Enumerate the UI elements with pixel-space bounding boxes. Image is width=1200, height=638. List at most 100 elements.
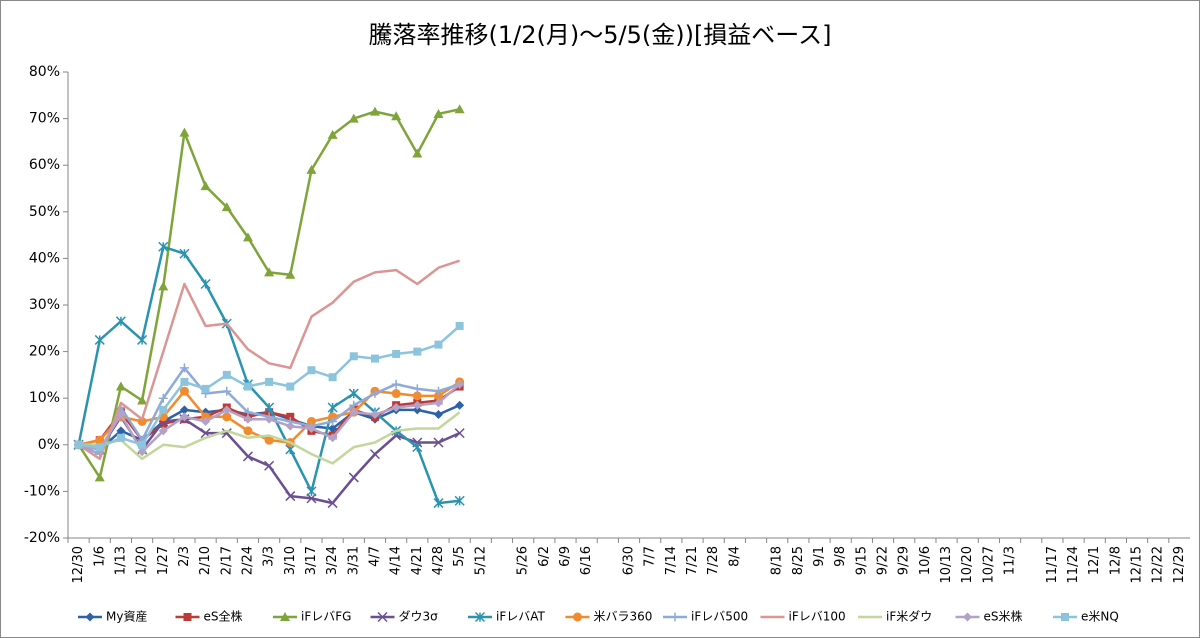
marker xyxy=(328,433,338,443)
marker xyxy=(243,382,252,391)
marker xyxy=(265,377,274,386)
marker xyxy=(433,398,443,408)
marker xyxy=(434,340,443,349)
legend-label: eS米株 xyxy=(984,609,1023,624)
marker xyxy=(307,366,316,375)
series-line xyxy=(78,411,461,465)
legend-label: eS全株 xyxy=(204,609,243,624)
marker xyxy=(413,347,422,356)
marker xyxy=(391,379,401,389)
x-tick-label: 1/13 xyxy=(113,546,128,575)
x-tick-label: 6/9 xyxy=(558,546,573,567)
marker xyxy=(179,405,189,415)
x-tick-label: 12/22 xyxy=(1151,546,1166,583)
marker xyxy=(412,384,422,394)
marker xyxy=(200,278,211,290)
marker xyxy=(280,612,290,621)
marker xyxy=(159,405,168,414)
x-tick-label: 12/1 xyxy=(1087,546,1102,575)
marker xyxy=(115,381,126,391)
x-tick-label: 12/29 xyxy=(1172,546,1187,583)
x-tick-label: 12/30 xyxy=(71,546,86,583)
marker xyxy=(242,232,253,242)
x-tick-label: 12/8 xyxy=(1108,546,1123,575)
marker xyxy=(377,611,388,623)
marker xyxy=(348,113,359,123)
y-tick-label: -10% xyxy=(24,483,60,499)
marker xyxy=(116,410,126,420)
marker xyxy=(180,377,189,386)
x-tick-label: 4/14 xyxy=(389,546,404,575)
marker xyxy=(348,472,359,483)
legend-label: iFレバAT xyxy=(496,610,546,624)
marker xyxy=(222,412,232,422)
marker xyxy=(433,437,444,448)
marker xyxy=(137,417,147,426)
marker xyxy=(74,440,83,449)
marker xyxy=(179,386,189,396)
x-tick-label: 10/13 xyxy=(939,546,954,583)
marker xyxy=(285,491,296,502)
marker xyxy=(391,403,401,413)
marker xyxy=(286,412,295,421)
x-tick-label: 11/24 xyxy=(1066,546,1081,583)
marker xyxy=(159,419,168,428)
marker xyxy=(242,451,253,462)
x-tick-label: 12/15 xyxy=(1130,546,1145,583)
marker xyxy=(412,400,422,410)
x-tick-label: 2/24 xyxy=(240,546,255,575)
y-tick-label: 20% xyxy=(29,344,60,360)
y-tick-label: -20% xyxy=(24,530,60,546)
x-tick-label: 7/14 xyxy=(664,546,679,575)
legend-label: My資産 xyxy=(106,609,147,624)
marker xyxy=(306,417,316,426)
marker xyxy=(327,402,338,413)
y-tick-label: 0% xyxy=(38,437,60,453)
marker xyxy=(370,354,379,363)
marker xyxy=(137,334,148,345)
x-tick-label: 9/29 xyxy=(897,546,912,575)
x-tick-label: 3/10 xyxy=(283,546,298,575)
y-tick-label: 40% xyxy=(29,250,60,266)
marker xyxy=(433,498,444,509)
marker xyxy=(412,391,422,401)
x-tick-label: 10/20 xyxy=(960,546,975,583)
marker xyxy=(222,386,232,396)
y-tick-label: 30% xyxy=(29,297,60,313)
marker xyxy=(158,241,169,252)
marker xyxy=(670,612,680,622)
x-tick-label: 10/27 xyxy=(981,546,996,583)
marker xyxy=(265,408,274,417)
marker xyxy=(243,414,253,424)
marker xyxy=(412,442,423,453)
marker xyxy=(285,269,296,279)
series-line xyxy=(77,259,460,461)
x-tick-label: 4/28 xyxy=(431,546,446,575)
marker xyxy=(474,611,486,623)
marker xyxy=(327,129,338,139)
marker xyxy=(573,612,582,622)
marker xyxy=(158,426,168,436)
marker xyxy=(306,423,316,433)
x-tick-label: 10/6 xyxy=(918,546,933,575)
x-tick-label: 2/17 xyxy=(219,546,234,575)
marker xyxy=(328,373,337,382)
marker xyxy=(116,433,125,442)
marker xyxy=(433,410,443,420)
marker xyxy=(179,248,190,259)
marker xyxy=(306,486,317,497)
marker xyxy=(95,435,105,445)
x-tick-label: 11/17 xyxy=(1045,546,1060,583)
x-tick-label: 5/12 xyxy=(473,546,488,575)
marker xyxy=(137,395,148,405)
y-tick-label: 80% xyxy=(29,64,60,80)
x-tick-label: 7/28 xyxy=(706,546,721,575)
marker xyxy=(201,384,210,393)
marker xyxy=(179,412,189,422)
marker xyxy=(264,414,274,424)
marker xyxy=(264,460,275,471)
marker xyxy=(433,108,444,118)
marker xyxy=(327,498,338,509)
marker xyxy=(286,382,295,391)
